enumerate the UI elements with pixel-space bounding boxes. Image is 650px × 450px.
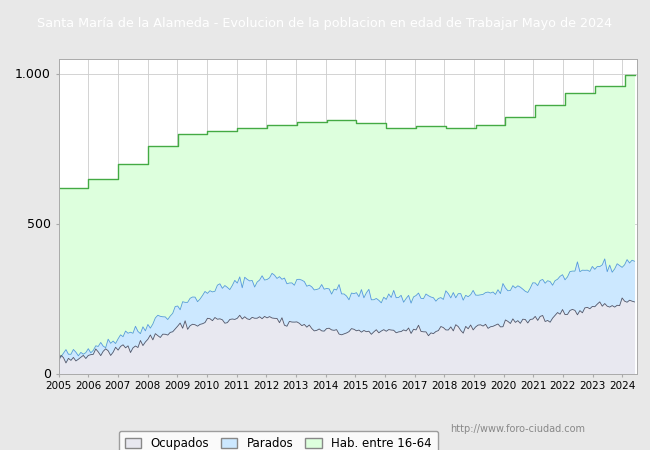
Legend: Ocupados, Parados, Hab. entre 16-64: Ocupados, Parados, Hab. entre 16-64 [119, 431, 438, 450]
Text: http://www.foro-ciudad.com: http://www.foro-ciudad.com [450, 424, 585, 434]
Text: Santa María de la Alameda - Evolucion de la poblacion en edad de Trabajar Mayo d: Santa María de la Alameda - Evolucion de… [38, 17, 612, 30]
